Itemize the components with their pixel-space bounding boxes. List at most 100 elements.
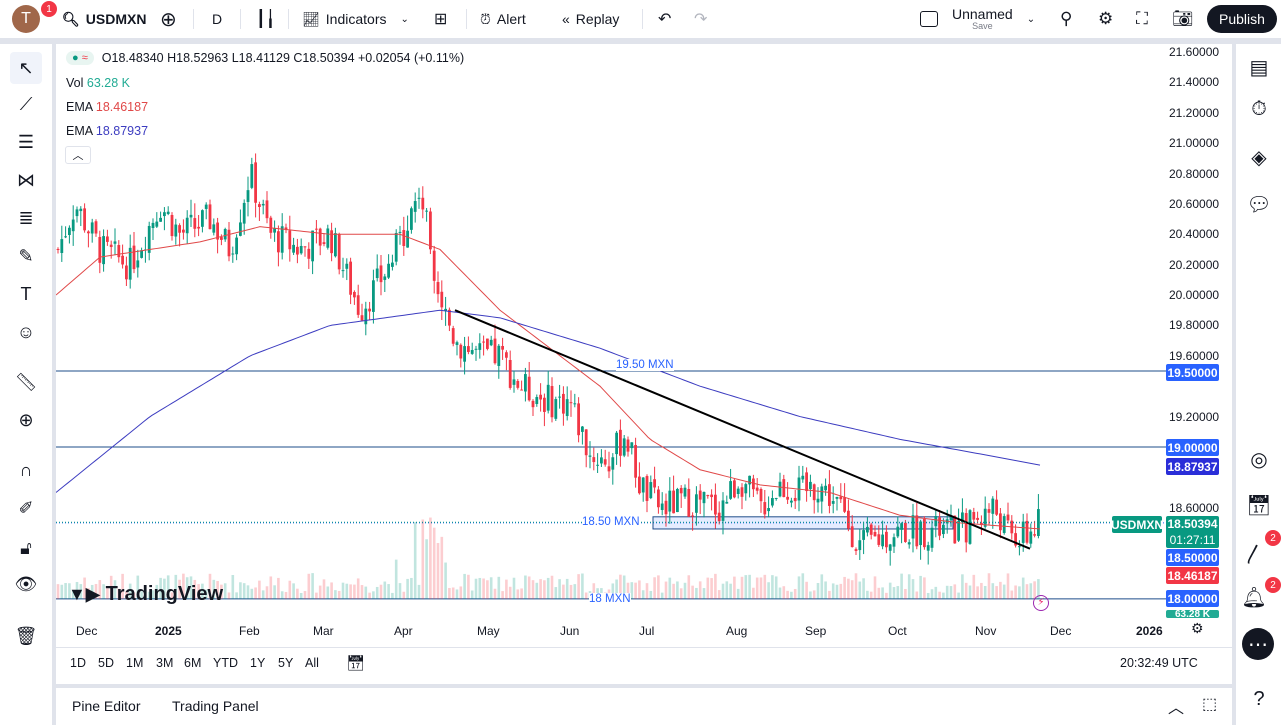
candles-icon[interactable]: ┃╽ xyxy=(256,11,276,28)
clock-alerts-icon[interactable]: ⏱ xyxy=(1251,97,1267,120)
feed-icon[interactable]: 〳 xyxy=(1244,543,1264,566)
chevron-down-icon[interactable]: ⌄ xyxy=(400,13,409,25)
candle-body xyxy=(345,263,349,269)
fullscreen-icon[interactable]: ⛶ xyxy=(1136,9,1148,28)
range-1d[interactable]: 1D xyxy=(70,656,86,670)
quick-search-icon[interactable]: ⚲ xyxy=(1060,9,1073,28)
candle-body xyxy=(261,203,265,206)
publish-button[interactable]: Publish xyxy=(1207,5,1277,33)
save-label[interactable]: Save xyxy=(972,20,993,31)
magnet-icon[interactable]: ∩ xyxy=(19,459,33,480)
text-tool-icon[interactable]: T xyxy=(20,283,32,304)
candle-body xyxy=(394,232,398,262)
last-price-tag: 18.50394 01:27:11 xyxy=(1166,516,1219,548)
volume-bar xyxy=(493,588,497,599)
undo-icon[interactable]: ↶ xyxy=(658,11,672,28)
lock-icon[interactable]: 🔓︎ xyxy=(20,537,32,558)
lightning-event-icon[interactable]: ⚡︎ xyxy=(1033,595,1049,611)
candle-body xyxy=(429,211,432,250)
candle-body xyxy=(919,521,922,546)
range-ytd[interactable]: YTD xyxy=(213,656,238,670)
range-3m[interactable]: 3M xyxy=(156,656,174,670)
candle-body xyxy=(957,520,960,541)
volume-bar xyxy=(676,581,679,599)
clock[interactable]: 20:32:49 UTC xyxy=(1120,656,1198,670)
indicators-button[interactable]: 📈︎ Indicators ⌄ xyxy=(302,0,409,38)
candle-body xyxy=(379,265,383,283)
volume-bar xyxy=(269,576,273,599)
volume-bar xyxy=(907,574,911,599)
volume-bar xyxy=(204,589,208,599)
pattern-tool-icon[interactable]: ⋈ xyxy=(17,169,35,190)
candle-body xyxy=(782,479,786,498)
volume-bar xyxy=(64,583,67,599)
chevron-down-icon[interactable]: ⌄ xyxy=(1026,13,1036,25)
price-chart[interactable] xyxy=(56,44,1232,684)
date-range-icon[interactable]: 📅︎ xyxy=(346,655,366,672)
candle-body xyxy=(326,228,330,248)
cursor-icon[interactable]: ↖ xyxy=(10,52,42,84)
maximize-panel-icon[interactable]: ⬚ xyxy=(1202,696,1218,713)
emoji-icon[interactable]: ☺ xyxy=(16,321,36,342)
candle-body xyxy=(60,239,64,253)
range-5y[interactable]: 5Y xyxy=(278,656,294,670)
candle-body xyxy=(835,496,839,499)
range-all[interactable]: All xyxy=(305,656,319,670)
forecast-tool-icon[interactable]: ≣ xyxy=(18,207,34,228)
watchlist-icon[interactable]: ▤ xyxy=(1249,56,1269,79)
candle-body xyxy=(607,466,611,472)
avatar[interactable]: T xyxy=(12,5,40,33)
ema-slow-legend[interactable]: EMA 18.87937 xyxy=(66,124,148,138)
time-axis-label: Jun xyxy=(560,624,580,638)
ema-fast-legend[interactable]: EMA 18.46187 xyxy=(66,100,148,114)
tab-trading-panel[interactable]: Trading Panel xyxy=(172,698,259,714)
candle-body xyxy=(182,229,185,233)
range-1y[interactable]: 1Y xyxy=(250,656,266,670)
range-6m[interactable]: 6M xyxy=(184,656,202,670)
trendline-tool-icon[interactable]: ⟋ xyxy=(19,93,33,114)
lock-drawing-icon[interactable]: ✐ xyxy=(18,497,34,518)
eye-icon[interactable]: 👁︎ xyxy=(14,573,38,594)
price-axis-label: 21.20000 xyxy=(1169,105,1220,120)
collapse-legend-icon[interactable]: ︿ xyxy=(65,146,91,164)
more-icon[interactable]: ⋯ xyxy=(1242,628,1274,660)
calendar-icon[interactable]: 📅︎ xyxy=(1246,494,1272,517)
trash-icon[interactable]: 🗑︎ xyxy=(14,625,38,646)
zoom-in-icon[interactable]: ⊕ xyxy=(18,409,34,430)
replay-button[interactable]: « Replay xyxy=(562,0,619,38)
brush-icon[interactable]: ✎ xyxy=(18,245,34,266)
compare-add-icon[interactable]: ⊕ xyxy=(160,8,177,31)
tab-pine-editor[interactable]: Pine Editor xyxy=(72,698,141,714)
volume-bar xyxy=(212,579,216,599)
volume-bar xyxy=(771,575,774,599)
bell-icon[interactable]: 🔔︎ xyxy=(1241,586,1267,609)
help-icon[interactable]: ? xyxy=(1253,687,1265,710)
symbol-search[interactable]: 🔍︎ USDMXN xyxy=(62,0,146,38)
chart-pane[interactable]: ● ≈ O18.48340 H18.52963 L18.41129 C18.50… xyxy=(56,44,1232,684)
volume-bar xyxy=(56,584,60,599)
alert-button[interactable]: ⏰︎ Alert xyxy=(480,0,526,38)
templates-icon[interactable]: ⊞ xyxy=(434,11,448,28)
layers-icon[interactable]: ◈ xyxy=(1251,146,1267,169)
interval-button[interactable]: D xyxy=(212,11,223,27)
collapse-panel-icon[interactable]: ︿ xyxy=(1168,700,1185,717)
chat-icon[interactable]: 💬︎ xyxy=(1246,193,1272,216)
volume-bar xyxy=(356,578,360,599)
volume-bar xyxy=(208,573,212,599)
camera-icon[interactable]: 📷︎ xyxy=(1172,9,1194,28)
fib-tool-icon[interactable]: ☰ xyxy=(17,131,35,152)
range-1m[interactable]: 1M xyxy=(126,656,144,670)
price-axis-label: 20.20000 xyxy=(1169,257,1220,272)
range-5d[interactable]: 5D xyxy=(98,656,114,670)
time-axis-label: 2026 xyxy=(1136,624,1163,638)
vol-value: 63.28 K xyxy=(86,76,130,90)
redo-icon[interactable]: ↷ xyxy=(694,11,708,28)
volume-bar xyxy=(337,590,341,599)
axis-settings-icon[interactable]: ⚙ xyxy=(1191,620,1204,636)
settings-icon[interactable]: ⚙ xyxy=(1098,9,1114,28)
ruler-icon[interactable]: 📏︎ xyxy=(14,371,38,392)
volume-bar xyxy=(87,588,90,599)
layout-menu[interactable]: Unnamed Save ⌄ xyxy=(920,0,1035,38)
target-icon[interactable]: ◎ xyxy=(1250,448,1268,471)
